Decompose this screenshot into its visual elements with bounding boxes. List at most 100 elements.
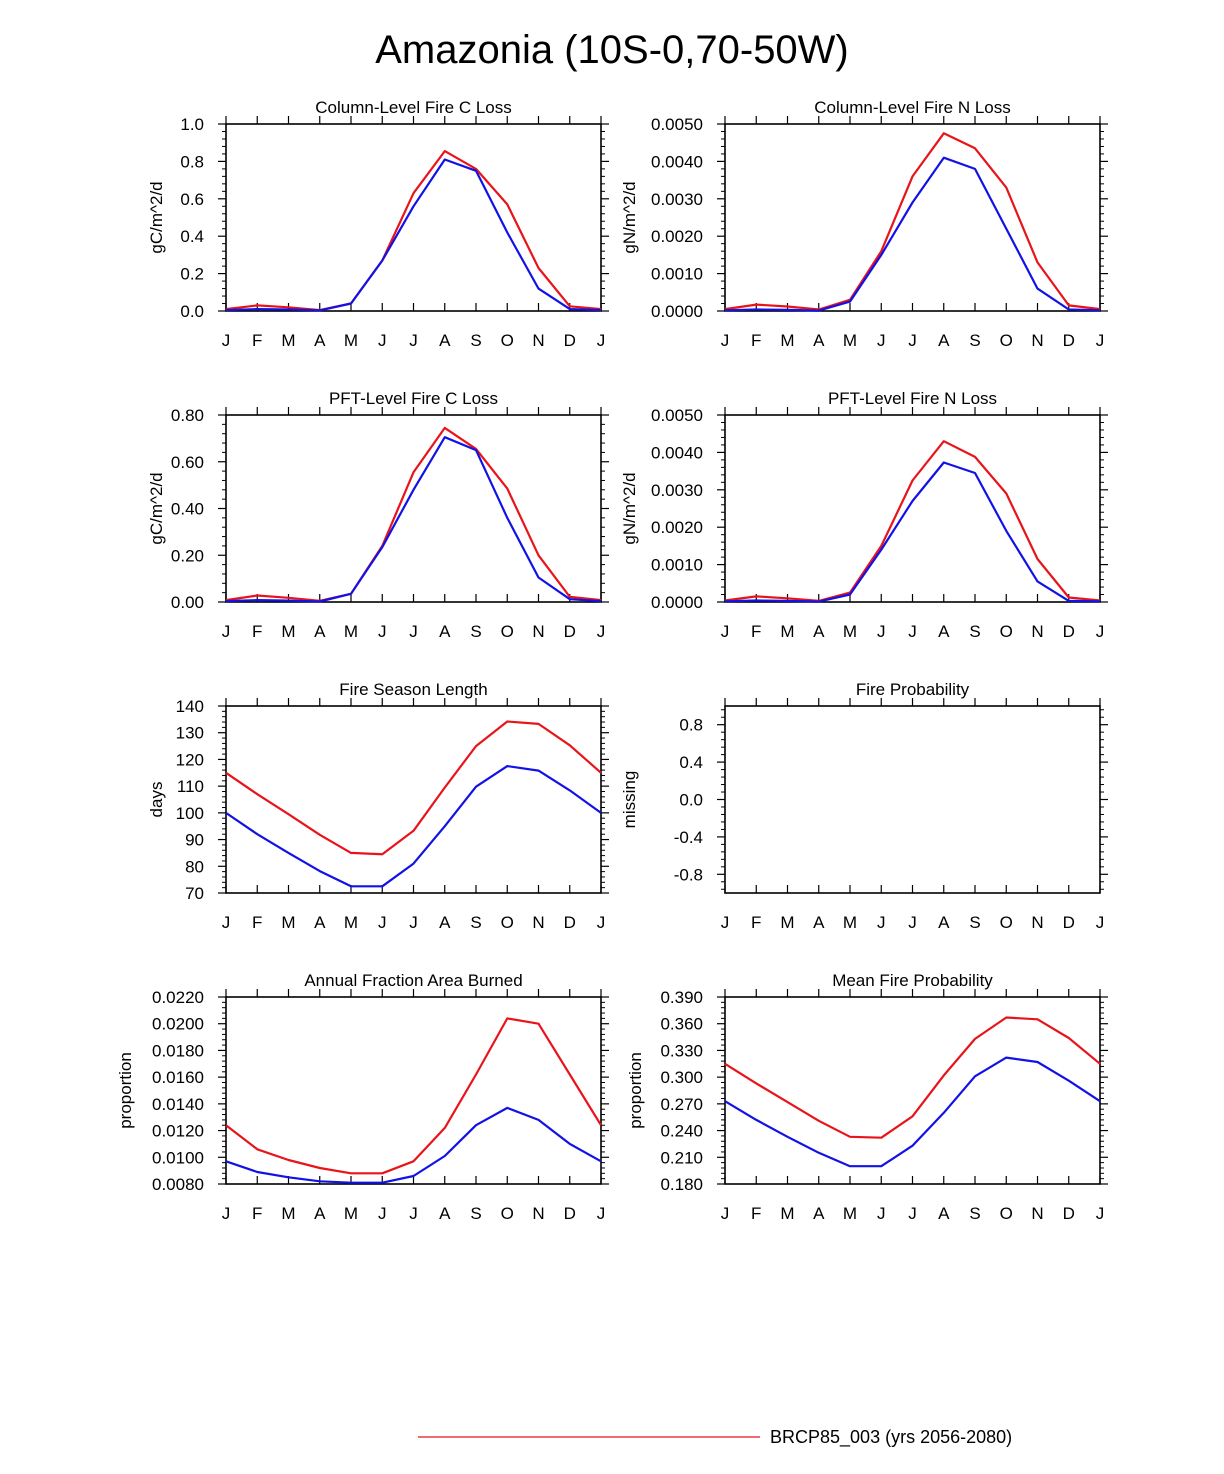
y-tick-label: 0.360 — [660, 1015, 703, 1034]
x-tick-label: N — [1031, 331, 1043, 350]
panel-title: Column-Level Fire C Loss — [315, 98, 512, 117]
y-tick-label: -0.4 — [674, 828, 703, 847]
y-tick-label: 0.330 — [660, 1041, 703, 1060]
x-tick-label: J — [378, 622, 387, 641]
y-tick-label: 130 — [176, 724, 204, 743]
series-line-blue — [225, 764, 602, 888]
x-tick-label: O — [1000, 1204, 1013, 1223]
x-tick-label: N — [1031, 913, 1043, 932]
x-tick-label: M — [780, 1204, 794, 1223]
x-tick-label: A — [314, 622, 326, 641]
x-tick-label: J — [409, 913, 418, 932]
y-tick-label: 0.0000 — [651, 593, 703, 612]
x-tick-label: J — [1096, 1204, 1105, 1223]
x-tick-label: S — [969, 1204, 980, 1223]
x-tick-label: D — [1063, 622, 1075, 641]
x-tick-label: J — [222, 622, 231, 641]
y-tick-label: 0.0 — [679, 791, 703, 810]
y-tick-label: 0.300 — [660, 1068, 703, 1087]
x-tick-label: S — [470, 622, 481, 641]
y-tick-label: 0.0050 — [651, 406, 703, 425]
x-tick-label: J — [597, 1204, 606, 1223]
y-tick-label: 0.0220 — [152, 988, 204, 1007]
x-tick-label: D — [564, 331, 576, 350]
y-tick-label: 0.0160 — [152, 1068, 204, 1087]
legend: BRCP85_003 (yrs 2056-2080) — [418, 1427, 1012, 1448]
y-axis-label: proportion — [116, 1052, 135, 1129]
y-axis-label: gC/m^2/d — [147, 472, 166, 544]
y-tick-label: 0.390 — [660, 988, 703, 1007]
x-tick-label: M — [281, 913, 295, 932]
x-tick-label: J — [721, 622, 730, 641]
x-tick-label: A — [813, 331, 825, 350]
x-tick-label: M — [344, 622, 358, 641]
y-tick-label: 0.0020 — [651, 227, 703, 246]
x-tick-label: J — [877, 1204, 886, 1223]
series-line-red — [724, 440, 1101, 603]
x-tick-label: M — [344, 331, 358, 350]
panel-title: PFT-Level Fire C Loss — [329, 389, 498, 408]
x-tick-label: F — [252, 913, 262, 932]
y-axis-label: missing — [620, 771, 639, 829]
y-tick-label: 0.0010 — [651, 265, 703, 284]
x-tick-label: A — [938, 622, 950, 641]
y-tick-label: 0.0030 — [651, 481, 703, 500]
x-tick-label: M — [780, 913, 794, 932]
x-tick-label: J — [597, 913, 606, 932]
x-tick-label: M — [843, 622, 857, 641]
x-tick-label: D — [1063, 331, 1075, 350]
plot-frame — [724, 414, 1101, 603]
plot-frame — [225, 996, 602, 1185]
series-line-red — [225, 1017, 602, 1175]
x-tick-label: J — [721, 913, 730, 932]
plot-frame — [225, 123, 602, 312]
y-tick-label: 100 — [176, 804, 204, 823]
x-tick-label: D — [564, 1204, 576, 1223]
plot-frame — [724, 996, 1101, 1185]
y-tick-label: 0.0 — [180, 302, 204, 321]
y-axis-label: gN/m^2/d — [620, 181, 639, 253]
x-tick-label: M — [843, 913, 857, 932]
series-line-red — [225, 426, 602, 602]
plot-frame — [724, 705, 1101, 894]
x-tick-label: S — [969, 331, 980, 350]
series-line-blue — [724, 156, 1101, 312]
x-tick-label: M — [780, 331, 794, 350]
x-tick-label: S — [470, 331, 481, 350]
x-tick-label: M — [344, 913, 358, 932]
y-tick-label: 0.0200 — [152, 1015, 204, 1034]
y-tick-label: 0.0010 — [651, 556, 703, 575]
x-tick-label: A — [439, 1204, 451, 1223]
x-tick-label: M — [344, 1204, 358, 1223]
legend-label: BRCP85_003 (yrs 2056-2080) — [770, 1427, 1012, 1448]
x-tick-label: D — [1063, 913, 1075, 932]
y-tick-label: 0.40 — [171, 500, 204, 519]
x-tick-label: J — [409, 1204, 418, 1223]
x-tick-label: J — [222, 913, 231, 932]
plot-frame — [225, 414, 602, 603]
x-tick-label: J — [1096, 622, 1105, 641]
x-tick-label: D — [1063, 1204, 1075, 1223]
y-tick-label: 0.0100 — [152, 1148, 204, 1167]
y-tick-label: 0.4 — [180, 227, 204, 246]
x-tick-label: A — [813, 622, 825, 641]
x-tick-label: O — [501, 622, 514, 641]
x-tick-label: J — [222, 331, 231, 350]
x-tick-label: F — [252, 1204, 262, 1223]
series-line-red — [225, 150, 602, 312]
x-tick-label: J — [409, 331, 418, 350]
y-tick-label: 0.210 — [660, 1148, 703, 1167]
y-tick-label: 0.8 — [679, 716, 703, 735]
panel-title: Fire Probability — [856, 680, 970, 699]
y-tick-label: 0.80 — [171, 406, 204, 425]
x-tick-label: F — [751, 913, 761, 932]
y-axis-label: gC/m^2/d — [147, 181, 166, 253]
x-tick-label: A — [314, 331, 326, 350]
x-tick-label: O — [501, 1204, 514, 1223]
